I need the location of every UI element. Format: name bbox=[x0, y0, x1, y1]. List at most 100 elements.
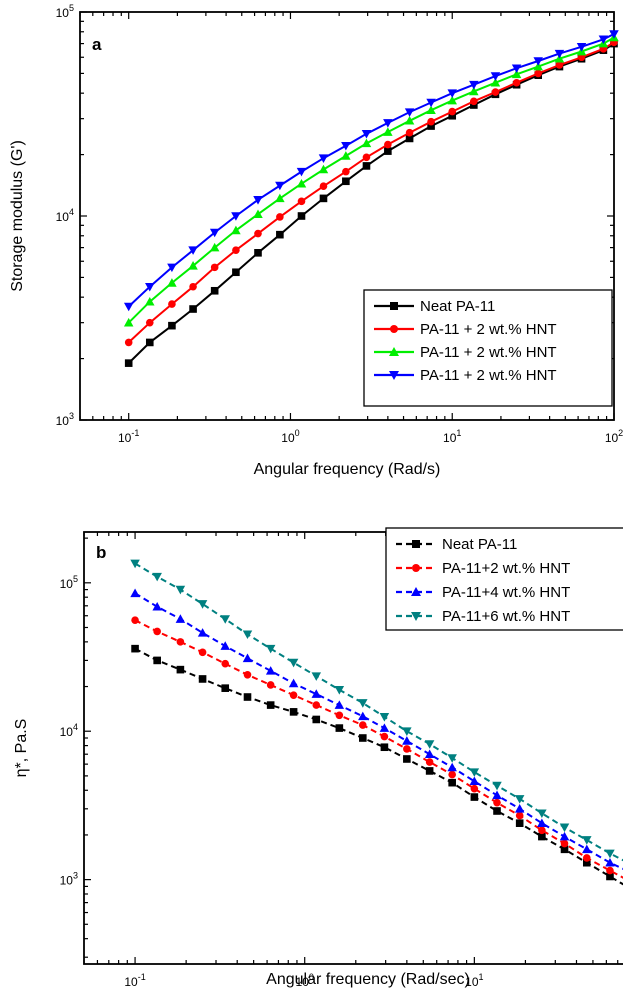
y-tick-label: 103 bbox=[60, 871, 78, 888]
legend-entry-label: PA-11+2 wt.% HNT bbox=[442, 560, 570, 577]
data-point bbox=[312, 701, 321, 709]
data-point bbox=[289, 691, 298, 699]
data-point bbox=[188, 246, 198, 255]
data-point bbox=[490, 77, 501, 87]
data-point bbox=[254, 229, 262, 238]
data-point bbox=[554, 49, 565, 59]
series-3 bbox=[123, 32, 619, 327]
data-point bbox=[342, 167, 350, 176]
data-point bbox=[153, 627, 161, 636]
legend-a: Neat PA-11 PA-11 + 2 wt.% HNT PA-11 + 2 wt… bbox=[363, 289, 613, 407]
data-point bbox=[318, 154, 329, 163]
data-point bbox=[515, 819, 524, 827]
data-point bbox=[145, 318, 154, 327]
data-point bbox=[334, 700, 345, 709]
data-point bbox=[560, 845, 569, 854]
data-point bbox=[534, 69, 543, 78]
data-point bbox=[342, 177, 350, 186]
data-point bbox=[511, 64, 522, 73]
legend-swatch-marker bbox=[389, 347, 399, 356]
y-tick-label: 104 bbox=[56, 207, 74, 224]
series-4 bbox=[123, 30, 619, 312]
data-point bbox=[469, 86, 479, 96]
data-point bbox=[265, 644, 276, 654]
data-point bbox=[379, 713, 390, 722]
data-point bbox=[311, 672, 322, 681]
data-point bbox=[606, 866, 614, 875]
data-point bbox=[288, 678, 299, 688]
data-point bbox=[210, 263, 219, 272]
data-point bbox=[402, 736, 412, 745]
data-point bbox=[537, 818, 547, 827]
data-point bbox=[254, 249, 262, 257]
data-point bbox=[605, 849, 615, 859]
series-2 bbox=[124, 38, 618, 347]
data-point bbox=[362, 153, 371, 162]
data-point bbox=[198, 675, 207, 683]
data-point bbox=[188, 261, 198, 270]
data-point bbox=[152, 572, 162, 582]
data-point bbox=[384, 147, 392, 155]
data-point bbox=[232, 246, 240, 254]
data-point bbox=[198, 648, 207, 657]
data-point bbox=[318, 164, 329, 174]
data-point bbox=[424, 740, 435, 749]
data-point bbox=[582, 844, 592, 854]
data-point bbox=[145, 282, 155, 292]
data-point bbox=[383, 119, 393, 128]
data-point bbox=[469, 776, 480, 786]
data-point bbox=[197, 600, 208, 609]
series-3 bbox=[130, 588, 623, 870]
data-point bbox=[560, 839, 569, 848]
data-point bbox=[124, 359, 133, 367]
data-point bbox=[231, 225, 241, 235]
data-point bbox=[383, 127, 393, 136]
data-point bbox=[296, 167, 307, 177]
series-line bbox=[134, 592, 623, 870]
data-point bbox=[427, 117, 435, 126]
data-point bbox=[555, 61, 564, 69]
x-axis-label-b: Angular frequency (Rad/sec) bbox=[266, 971, 470, 988]
data-point bbox=[425, 758, 434, 766]
data-point bbox=[221, 684, 230, 692]
data-point bbox=[448, 111, 457, 120]
data-point bbox=[131, 644, 139, 653]
data-point bbox=[379, 723, 390, 732]
data-point bbox=[297, 212, 306, 220]
legend-entry-label: PA-11+4 wt.% HNT bbox=[442, 584, 570, 601]
data-point bbox=[512, 78, 521, 87]
data-point bbox=[362, 162, 371, 170]
data-point bbox=[405, 134, 414, 143]
data-point bbox=[514, 804, 525, 813]
data-point bbox=[533, 61, 543, 71]
data-point bbox=[469, 768, 480, 777]
legend-entry-label: PA-11 + 2 wt.% HNT bbox=[420, 344, 557, 361]
data-point bbox=[175, 614, 186, 623]
x-tick-label: 100 bbox=[296, 972, 314, 989]
data-point bbox=[253, 209, 263, 219]
data-point bbox=[210, 286, 219, 295]
data-point bbox=[405, 128, 414, 137]
data-point bbox=[231, 212, 241, 221]
legend-swatch-marker bbox=[412, 540, 420, 548]
data-point bbox=[515, 811, 524, 820]
data-point bbox=[123, 317, 134, 327]
data-point bbox=[276, 230, 284, 239]
x-tick-label: 102 bbox=[605, 428, 623, 445]
data-point bbox=[288, 658, 299, 668]
legend-swatch-marker bbox=[389, 371, 399, 380]
data-point bbox=[243, 670, 252, 679]
legend-entry-label: PA-11 + 2 wt.% HNT bbox=[420, 321, 557, 338]
data-point bbox=[145, 296, 155, 306]
data-point bbox=[448, 770, 456, 779]
data-point bbox=[491, 88, 500, 96]
data-point bbox=[404, 116, 415, 125]
legend-swatch-marker bbox=[411, 612, 421, 621]
data-point bbox=[232, 268, 240, 277]
data-point bbox=[275, 193, 285, 203]
data-point bbox=[242, 653, 253, 663]
legend-b: Neat PA-11 PA-11+2 wt.% HNT PA-11+4 wt.% H… bbox=[385, 527, 623, 631]
data-point bbox=[448, 107, 457, 116]
data-point bbox=[253, 196, 263, 205]
y-tick-label: 105 bbox=[56, 3, 74, 20]
